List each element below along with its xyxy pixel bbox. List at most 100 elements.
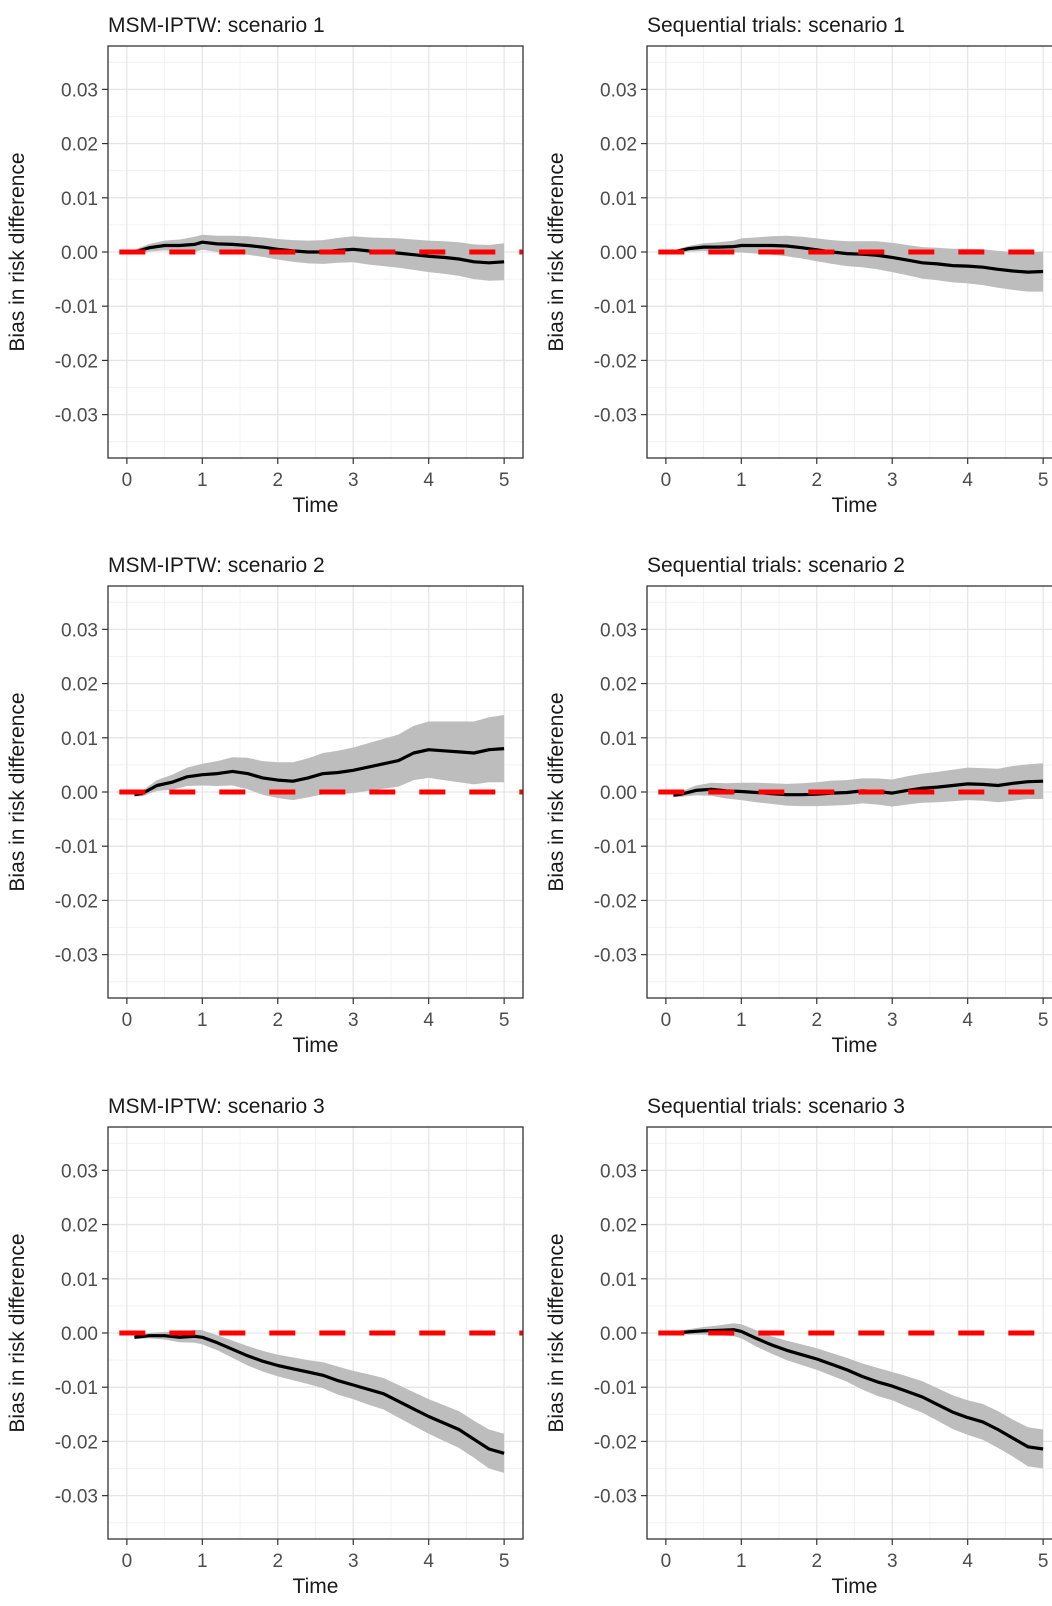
x-tick-label: 2 <box>272 1551 283 1572</box>
y-tick-label: 0.01 <box>600 1270 637 1291</box>
x-axis-title: Time <box>832 1575 878 1598</box>
chart-panel: 0 1 2 3 4 5 0.03 0.02 0.01 0.00 -0.01 -0.02 -0.03 Seq… <box>545 14 1052 517</box>
y-tick-label: -0.03 <box>594 1487 637 1508</box>
x-tick-label: 3 <box>348 1551 359 1572</box>
x-tick-label: 1 <box>736 470 747 491</box>
x-axis-title: Time <box>293 1575 339 1598</box>
y-axis-title: Bias in risk difference <box>545 1233 568 1432</box>
x-tick-label: 3 <box>887 1010 898 1031</box>
y-tick-label: 0.01 <box>61 189 98 210</box>
chart-panel: 0 1 2 3 4 5 0.03 0.02 0.01 0.00 -0.01 -0.02 -0.03 Seq… <box>545 554 1052 1057</box>
y-tick-label: -0.01 <box>594 1378 637 1399</box>
chart-panel: 0 1 2 3 4 5 0.03 0.02 0.01 0.00 -0.01 -0.02 -0.03 MSM… <box>6 1095 524 1598</box>
x-tick-label: 0 <box>661 1551 672 1572</box>
bias-line <box>134 1334 505 1455</box>
y-tick-label: -0.03 <box>594 406 637 427</box>
x-tick-label: 0 <box>661 470 672 491</box>
y-tick-label: -0.02 <box>594 1432 637 1453</box>
y-axis-title: Bias in risk difference <box>545 152 568 351</box>
x-tick-label: 3 <box>887 470 898 491</box>
y-tick-label: 0.02 <box>600 1216 637 1237</box>
x-tick-label: 5 <box>499 1010 510 1031</box>
y-tick-label: 0.00 <box>61 243 98 264</box>
confidence-band <box>134 1329 505 1473</box>
y-tick-label: -0.01 <box>55 297 98 318</box>
x-tick-label: 3 <box>887 1551 898 1572</box>
confidence-band <box>134 234 505 281</box>
chart-panel: 0 1 2 3 4 5 0.03 0.02 0.01 0.00 -0.01 -0.02 -0.03 MSM… <box>6 14 524 517</box>
y-tick-label: -0.01 <box>55 1378 98 1399</box>
chart-panel: 0 1 2 3 4 5 0.03 0.02 0.01 0.00 -0.01 -0.02 -0.03 MSM… <box>6 554 524 1057</box>
y-tick-label: 0.01 <box>600 729 637 750</box>
x-tick-label: 4 <box>423 470 434 491</box>
y-tick-label: 0.03 <box>61 620 98 641</box>
y-tick-label: -0.02 <box>55 891 98 912</box>
panel-title: MSM-IPTW: scenario 1 <box>108 14 325 37</box>
y-tick-label: 0.02 <box>600 135 637 156</box>
y-tick-label: -0.02 <box>55 1432 98 1453</box>
panel-title: Sequential trials: scenario 3 <box>647 1095 905 1118</box>
x-tick-label: 2 <box>272 470 283 491</box>
x-tick-label: 0 <box>661 1010 672 1031</box>
y-tick-label: 0.00 <box>600 243 637 264</box>
x-tick-label: 1 <box>197 470 208 491</box>
y-tick-label: 0.02 <box>61 1216 98 1237</box>
y-tick-label: 0.01 <box>600 189 637 210</box>
bias-line <box>673 243 1044 274</box>
y-tick-label: -0.02 <box>594 891 637 912</box>
confidence-band <box>134 715 505 801</box>
y-tick-label: 0.00 <box>600 783 637 804</box>
x-tick-label: 2 <box>811 470 822 491</box>
y-tick-label: 0.00 <box>600 1324 637 1345</box>
panel-title: MSM-IPTW: scenario 3 <box>108 1095 325 1118</box>
y-tick-label: -0.01 <box>594 297 637 318</box>
x-tick-label: 1 <box>736 1010 747 1031</box>
x-tick-label: 0 <box>122 1551 133 1572</box>
y-tick-label: 0.02 <box>61 675 98 696</box>
x-tick-label: 5 <box>499 1551 510 1572</box>
y-axis-title: Bias in risk difference <box>6 692 29 891</box>
x-tick-label: 2 <box>272 1010 283 1031</box>
x-tick-label: 2 <box>811 1010 822 1031</box>
y-tick-label: 0.02 <box>600 675 637 696</box>
y-tick-label: -0.03 <box>55 946 98 967</box>
y-tick-label: -0.03 <box>55 1487 98 1508</box>
x-tick-label: 5 <box>1038 1010 1049 1031</box>
panel-title: Sequential trials: scenario 2 <box>647 554 905 577</box>
x-tick-label: 0 <box>122 1010 133 1031</box>
y-tick-label: -0.01 <box>55 837 98 858</box>
y-axis-title: Bias in risk difference <box>6 1233 29 1432</box>
x-tick-label: 3 <box>348 470 359 491</box>
y-tick-label: 0.03 <box>61 1161 98 1182</box>
y-tick-label: 0.03 <box>600 1161 637 1182</box>
x-tick-label: 1 <box>197 1010 208 1031</box>
x-tick-label: 4 <box>962 1010 973 1031</box>
bias-line <box>134 747 505 797</box>
x-axis-title: Time <box>832 1034 878 1057</box>
x-axis-title: Time <box>293 494 339 517</box>
y-tick-label: 0.03 <box>600 80 637 101</box>
y-tick-label: 0.01 <box>61 1270 98 1291</box>
x-tick-label: 4 <box>962 470 973 491</box>
y-axis-title: Bias in risk difference <box>6 152 29 351</box>
x-tick-label: 2 <box>811 1551 822 1572</box>
x-tick-label: 0 <box>122 470 133 491</box>
x-tick-label: 5 <box>499 470 510 491</box>
x-tick-label: 4 <box>962 1551 973 1572</box>
chart-panel: 0 1 2 3 4 5 0.03 0.02 0.01 0.00 -0.01 -0.02 -0.03 Seq… <box>545 1095 1052 1598</box>
y-tick-label: 0.00 <box>61 1324 98 1345</box>
x-tick-label: 5 <box>1038 470 1049 491</box>
y-tick-label: 0.01 <box>61 729 98 750</box>
x-tick-label: 1 <box>197 1551 208 1572</box>
x-axis-title: Time <box>293 1034 339 1057</box>
y-tick-label: 0.02 <box>61 135 98 156</box>
y-axis-title: Bias in risk difference <box>545 692 568 891</box>
y-tick-label: -0.03 <box>594 946 637 967</box>
x-tick-label: 3 <box>348 1010 359 1031</box>
y-tick-label: 0.03 <box>61 80 98 101</box>
x-tick-label: 4 <box>423 1010 434 1031</box>
confidence-band <box>673 763 1044 807</box>
x-tick-label: 1 <box>736 1551 747 1572</box>
